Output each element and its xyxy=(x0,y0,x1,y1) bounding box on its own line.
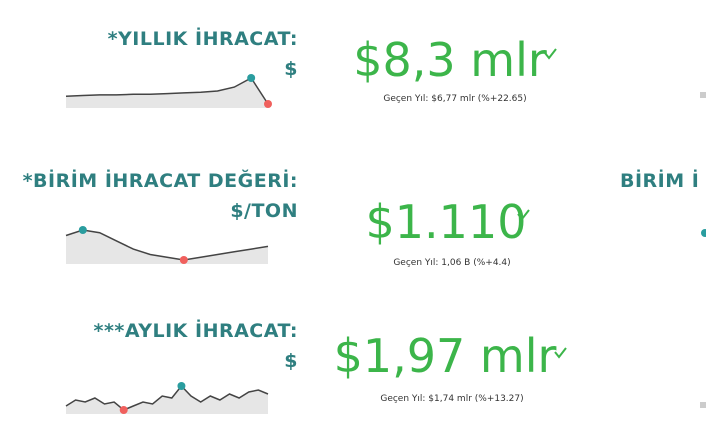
low-point xyxy=(179,256,188,264)
kpi-comparison: Geçen Yıl: $6,77 mlr (%+22.65) xyxy=(383,94,526,104)
sparkline xyxy=(65,77,269,105)
low-point xyxy=(264,100,272,108)
kpi-value: $1.110 xyxy=(366,195,527,249)
high-point xyxy=(247,74,256,82)
partial-mark xyxy=(700,92,706,98)
low-point xyxy=(119,406,128,414)
sparkline-area xyxy=(66,386,268,414)
partial-marker xyxy=(701,229,706,237)
sparkline-area xyxy=(66,230,268,264)
kpi-comparison: Geçen Yıl: $1,74 mlr (%+13.27) xyxy=(380,394,523,404)
kpi-unit: $ xyxy=(284,58,298,80)
kpi-unit: $ xyxy=(284,350,298,372)
sparkline xyxy=(65,384,269,411)
partial-mark xyxy=(700,402,706,408)
check-icon xyxy=(554,347,567,359)
kpi-value: $8,3 mlr xyxy=(353,33,547,87)
sparkline-area xyxy=(66,78,268,108)
check-icon xyxy=(517,209,530,221)
kpi-unit: $/TON xyxy=(230,200,298,222)
sparkline xyxy=(65,229,269,261)
kpi-title: ***AYLIK İHRACAT: xyxy=(94,318,298,342)
check-icon xyxy=(544,48,557,60)
high-point xyxy=(78,226,87,234)
kpi-comparison: Geçen Yıl: 1,06 B (%+4.4) xyxy=(393,258,510,268)
kpi-title: *YILLIK İHRACAT: xyxy=(108,26,298,50)
kpi-title: *BİRİM İHRACAT DEĞERİ: xyxy=(23,168,298,192)
partial-title: BİRİM İ xyxy=(620,168,699,192)
kpi-value: $1,97 mlr xyxy=(334,329,557,383)
high-point xyxy=(177,382,186,390)
